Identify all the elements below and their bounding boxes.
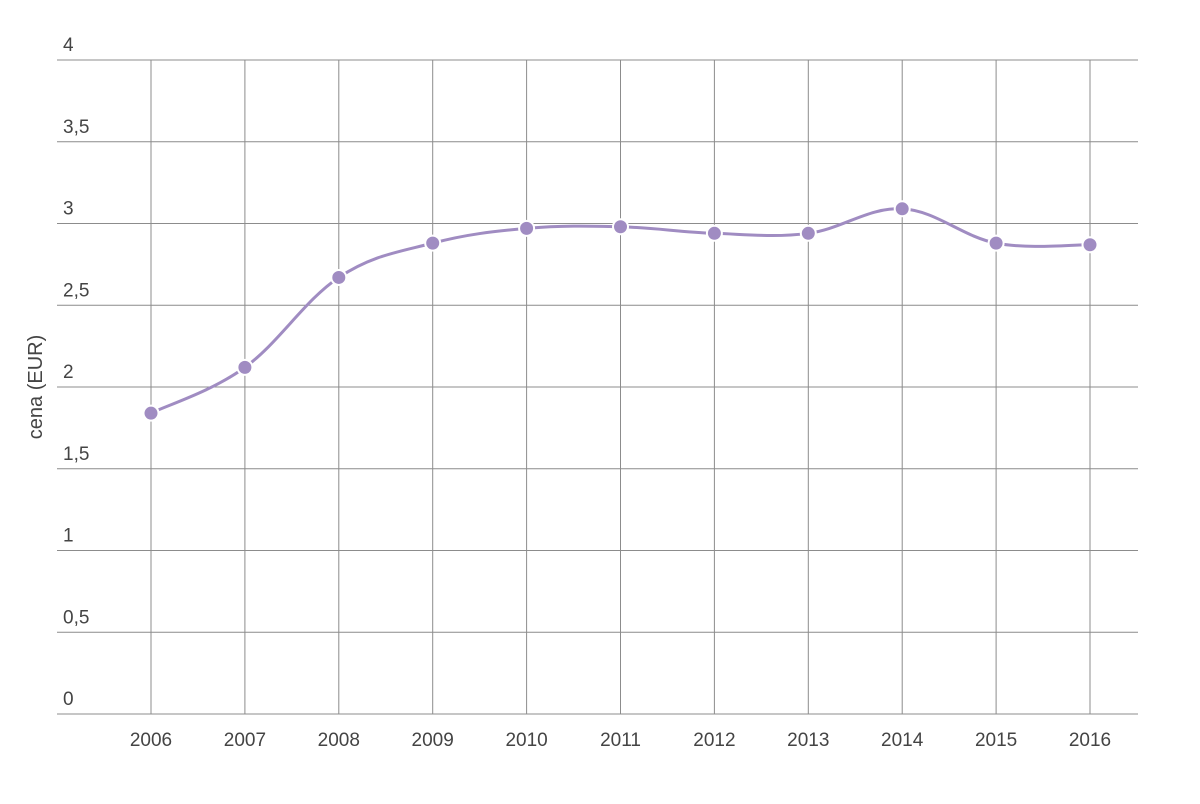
x-tick-label: 2014	[881, 730, 924, 751]
data-point-2006	[142, 404, 160, 422]
data-point-2016	[1081, 236, 1099, 254]
data-point-2007	[236, 358, 254, 376]
x-tick-label: 2009	[412, 730, 454, 751]
x-tick-label: 2013	[787, 730, 829, 751]
vertical-gridlines	[150, 60, 1091, 714]
x-tick-label: 2008	[318, 730, 360, 751]
y-tick-label: 1,5	[63, 444, 89, 465]
horizontal-gridlines	[57, 59, 1138, 715]
y-tick-label: 1	[63, 526, 74, 547]
y-tick-label: 0,5	[63, 607, 89, 628]
data-point-2014	[893, 200, 911, 218]
data-point-2011	[612, 218, 629, 236]
y-tick-label: 4	[63, 35, 74, 56]
data-point-2012	[705, 224, 723, 242]
x-tick-label: 2015	[975, 730, 1017, 751]
data-point-2015	[987, 234, 1005, 252]
data-point-2008	[330, 268, 348, 286]
y-axis-tick-labels: 0 0,5 1 1,5 2 2,5 3 3,5 4	[63, 35, 89, 710]
x-tick-label: 2012	[693, 730, 735, 751]
data-points	[142, 200, 1099, 422]
x-tick-label: 2011	[600, 730, 641, 751]
y-axis-label: cena (EUR)	[25, 335, 47, 439]
y-tick-label: 3	[63, 199, 74, 220]
data-point-2009	[424, 234, 442, 252]
x-axis-tick-labels: 2006 2007 2008 2009 2010 2011 2012 2013 2014 2015…	[130, 730, 1111, 751]
y-tick-label: 2	[63, 362, 74, 383]
x-tick-label: 2006	[130, 730, 172, 751]
data-point-2010	[518, 219, 536, 237]
y-tick-label: 3,5	[63, 117, 89, 138]
x-tick-label: 2010	[505, 730, 547, 751]
y-tick-label: 0	[63, 689, 74, 710]
y-tick-label: 2,5	[63, 280, 89, 301]
x-tick-label: 2007	[224, 730, 266, 751]
x-tick-label: 2016	[1069, 730, 1111, 751]
data-point-2013	[799, 224, 817, 242]
